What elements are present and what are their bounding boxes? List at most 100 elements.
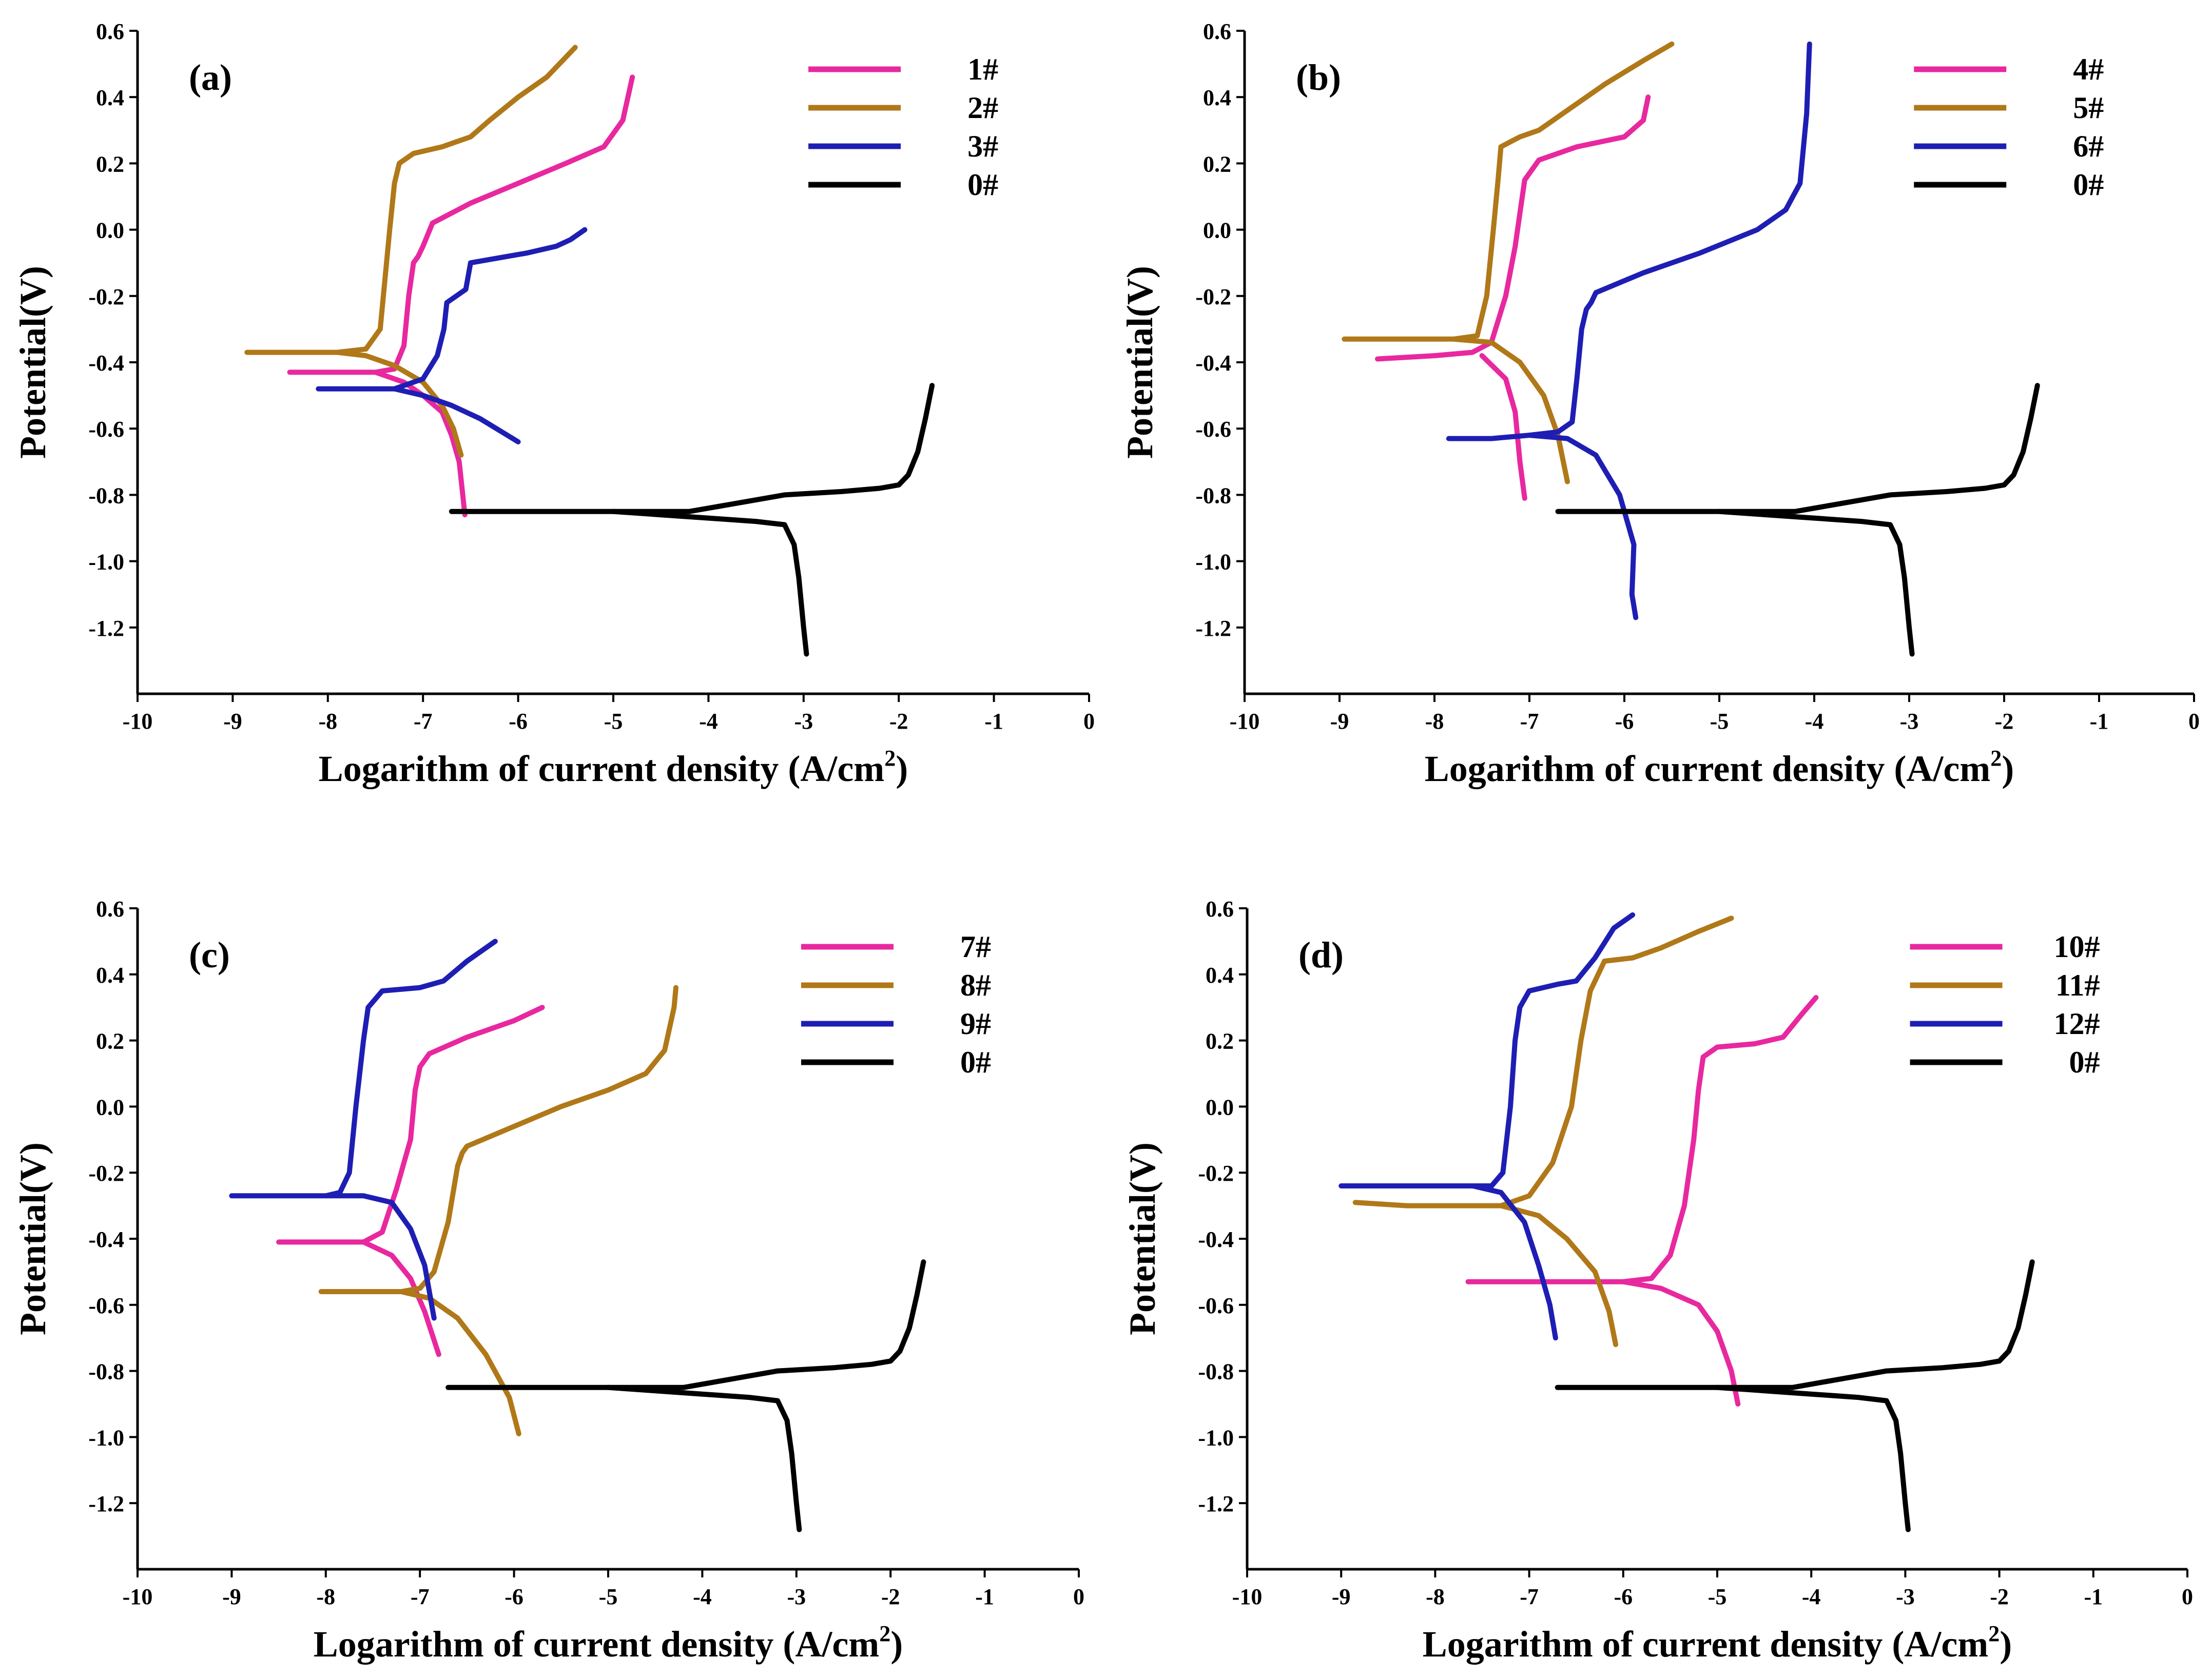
legend-label: 0# [2073, 168, 2104, 202]
y-tick-label: -0.2 [1198, 1161, 1234, 1186]
x-tick-label: -7 [1520, 709, 1539, 734]
y-tick-label: 0.6 [96, 896, 124, 922]
x-tick-label: 0 [1083, 709, 1095, 734]
y-tick-label: -1.0 [88, 550, 124, 575]
y-tick-label: 0.2 [1206, 1029, 1234, 1054]
y-tick-label: 0.6 [96, 19, 124, 44]
y-tick-label: -0.6 [1198, 1293, 1234, 1318]
series-line-11-2 [1352, 915, 1734, 1208]
series-line-6-4 [1446, 41, 1812, 441]
legend-label: 6# [2073, 129, 2104, 163]
x-tick-label: -8 [1425, 709, 1444, 734]
y-tick-label: 0.2 [96, 1029, 124, 1054]
series-line-12-5 [1470, 1183, 1558, 1341]
y-tick-label: 0.4 [96, 85, 124, 110]
y-tick-label: -0.4 [1195, 350, 1231, 376]
x-tick-label: -8 [1426, 1584, 1445, 1609]
y-tick-label: -0.4 [88, 1227, 124, 1252]
series-line-11-3 [1498, 1203, 1619, 1348]
series-line-0-7 [1717, 509, 1915, 657]
series-line-0-7 [611, 509, 809, 657]
x-tick-label: -3 [1900, 709, 1919, 734]
series-line-8-3 [398, 1289, 521, 1436]
series-line-2-2 [244, 45, 578, 355]
y-tick-label: 0.6 [1203, 19, 1231, 44]
y-tick-label: -0.8 [1195, 483, 1231, 508]
y-tick-label: -0.2 [1195, 284, 1231, 309]
x-tick-label: -6 [1614, 1584, 1633, 1609]
legend-label: 4# [2073, 52, 2104, 86]
x-tick-label: -6 [1615, 709, 1634, 734]
legend-label: 12# [2054, 1007, 2100, 1041]
x-axis-title-main: Logarithm of current density (A/cm [1423, 1624, 1989, 1665]
x-axis-title-main: Logarithm of current density (A/cm [314, 1624, 880, 1665]
x-tick-label: -1 [2090, 709, 2109, 734]
legend-label: 0# [2069, 1045, 2100, 1079]
x-tick-label: -10 [1230, 709, 1260, 734]
x-tick-label: -1 [2084, 1584, 2103, 1609]
y-tick-label: 0.4 [96, 963, 124, 988]
series-line-8-2 [318, 985, 678, 1294]
x-tick-label: -4 [1802, 1584, 1821, 1609]
x-tick-label: -2 [1995, 709, 2014, 734]
y-tick-label: -1.0 [1195, 550, 1231, 575]
x-tick-label: -4 [693, 1584, 712, 1609]
series-line-1-1 [373, 369, 468, 518]
y-tick-label: -0.6 [1195, 417, 1231, 442]
x-axis-title: Logarithm of current density (A/cm2) [319, 746, 908, 789]
y-tick-label: -1.2 [88, 616, 124, 641]
series-line-7-0 [276, 1005, 545, 1245]
y-tick-label: -1.0 [88, 1425, 124, 1450]
x-tick-label: -9 [1330, 709, 1349, 734]
y-tick-label: -0.4 [88, 350, 124, 376]
x-tick-label: 0 [1073, 1584, 1084, 1609]
chart-panel-4: -10 -9 -8 -7 -6 -5 -4 -3 -2 -1 00.60.40.20.0-0.2-0… [1122, 896, 2193, 1665]
legend-label: 2# [967, 91, 998, 125]
y-tick-label: -1.2 [1195, 616, 1231, 641]
x-tick-label: -7 [1520, 1584, 1539, 1609]
legend-label: 7# [960, 930, 991, 964]
y-tick-label: 0.0 [96, 218, 124, 243]
y-tick-label: 0.2 [96, 151, 124, 177]
x-tick-label: -2 [889, 709, 908, 734]
x-tick-label: -9 [223, 709, 242, 734]
x-tick-label: -6 [509, 709, 528, 734]
y-tick-label: 0.4 [1203, 85, 1231, 110]
series-line-0-6 [1555, 383, 2040, 514]
legend-label: 0# [960, 1045, 991, 1079]
x-axis-title-end: ) [2000, 1624, 2012, 1665]
legend-label: 11# [2055, 968, 2100, 1002]
panel-label: (b) [1296, 57, 1341, 98]
series-line-6-5 [1527, 433, 1639, 620]
x-tick-label: -5 [599, 1584, 618, 1609]
series-line-0-6 [445, 1259, 926, 1390]
x-tick-label: -5 [604, 709, 623, 734]
y-axis-title: Potential(V) [12, 1142, 53, 1335]
x-tick-label: -3 [1896, 1584, 1915, 1609]
series-line-0-7 [1715, 1384, 1911, 1532]
y-tick-label: 0.6 [1206, 896, 1234, 922]
chart-panel-3: -10 -9 -8 -7 -6 -5 -4 -3 -2 -1 00.60.40.20.0-0.2-0… [12, 896, 1084, 1665]
y-axis-title: Potential(V) [1119, 266, 1160, 459]
x-tick-label: -4 [1805, 709, 1824, 734]
x-tick-label: -10 [123, 1584, 153, 1609]
y-tick-label: -1.2 [1198, 1491, 1234, 1516]
x-axis-title: Logarithm of current density (A/cm2) [314, 1621, 903, 1665]
x-tick-label: 0 [2188, 709, 2200, 734]
x-tick-label: -9 [222, 1584, 241, 1609]
series-line-9-5 [323, 1193, 437, 1321]
x-axis-title-superscript: 2 [879, 1621, 890, 1646]
x-axis-title-superscript: 2 [1990, 746, 2002, 771]
x-tick-label: -3 [787, 1584, 806, 1609]
legend-label: 0# [967, 168, 998, 202]
x-tick-label: -4 [699, 709, 718, 734]
y-tick-label: -0.8 [88, 1359, 124, 1384]
x-axis-title-end: ) [890, 1624, 903, 1665]
chart-panel-2: -10 -9 -8 -7 -6 -5 -4 -3 -2 -1 00.60.40.20.0-0.2-0… [1119, 19, 2200, 789]
legend-label: 9# [960, 1007, 991, 1041]
x-tick-label: -7 [411, 1584, 430, 1609]
series-line-10-0 [1465, 995, 1819, 1284]
x-tick-label: -1 [975, 1584, 994, 1609]
y-tick-label: -0.8 [88, 483, 124, 508]
